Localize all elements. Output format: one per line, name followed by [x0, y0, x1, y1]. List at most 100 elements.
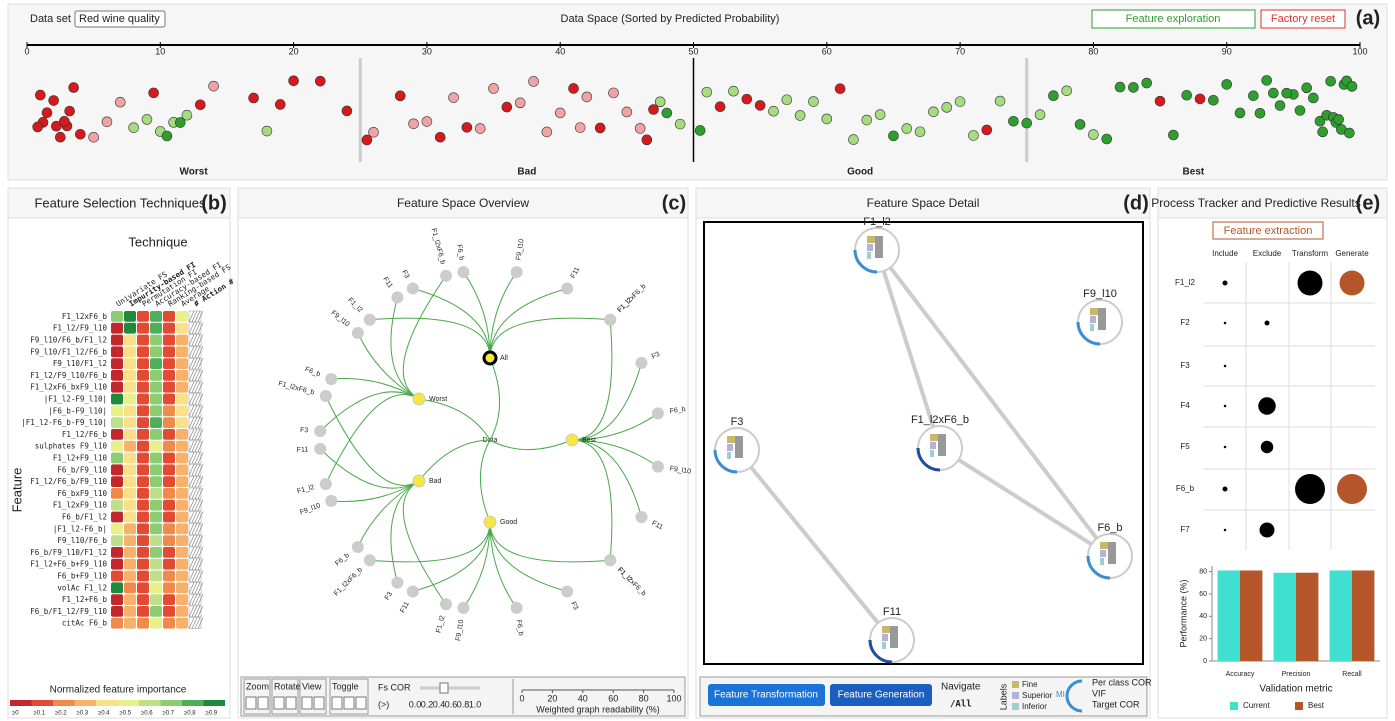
- control-button[interactable]: [343, 696, 355, 710]
- heatmap-cell: [163, 523, 175, 535]
- data-point: [514, 97, 526, 109]
- data-point: [341, 105, 353, 117]
- data-point: [648, 104, 659, 115]
- leaf-node[interactable]: [604, 554, 617, 567]
- leaf-node[interactable]: [325, 494, 338, 507]
- heatmap-cell: [111, 393, 123, 405]
- control-button[interactable]: [257, 696, 269, 710]
- heatmap-cell: [150, 440, 162, 452]
- generate-button-label[interactable]: Feature Generation: [838, 690, 925, 701]
- hatch: [197, 523, 204, 535]
- heatmap-cell: [163, 370, 175, 381]
- heatmap-cell: [163, 452, 175, 464]
- leaf-node[interactable]: [406, 585, 419, 598]
- group-node[interactable]: [483, 515, 497, 529]
- transform-button-label[interactable]: Feature Transformation: [714, 690, 818, 701]
- legend-tick-label: ≥0: [12, 711, 19, 717]
- data-point: [1325, 75, 1336, 87]
- dataset-select[interactable]: [74, 10, 166, 28]
- control-button[interactable]: [355, 696, 367, 710]
- heatmap-cell: [150, 393, 162, 405]
- leaf-node[interactable]: [325, 373, 338, 386]
- heatmap-cell: [150, 617, 162, 629]
- control-button[interactable]: [273, 696, 285, 710]
- leaf-node[interactable]: [510, 266, 523, 279]
- leaf-node[interactable]: [319, 477, 332, 490]
- leaf-node[interactable]: [604, 313, 617, 326]
- hatch: [188, 558, 195, 570]
- region-label: Best: [1183, 167, 1205, 178]
- data-point: [421, 116, 433, 127]
- reset-button[interactable]: [1260, 9, 1346, 29]
- leaf-node[interactable]: [561, 585, 574, 598]
- tree-branch: [357, 332, 420, 400]
- legend-tick-label: ≥0.1: [34, 711, 46, 717]
- control-button[interactable]: [331, 696, 343, 710]
- leaf-node[interactable]: [651, 407, 664, 420]
- leaf-node[interactable]: [363, 554, 376, 567]
- generate-button[interactable]: [830, 684, 932, 706]
- hatch: [197, 358, 204, 370]
- heatmap-cell: [176, 606, 188, 617]
- reset-button-label[interactable]: Factory reset: [1271, 13, 1335, 25]
- node-label: F9_l10: [1083, 288, 1117, 300]
- row-label: F1_l2xF6_bxF9_l10: [30, 383, 107, 392]
- leaf-node[interactable]: [391, 576, 404, 589]
- leaf-node[interactable]: [363, 313, 376, 326]
- extraction-button[interactable]: [1212, 221, 1324, 240]
- leaf-node[interactable]: [561, 282, 574, 295]
- group-node[interactable]: [412, 392, 426, 406]
- hatch: [188, 452, 195, 464]
- tracker-dot: [1222, 486, 1228, 492]
- leaf-node[interactable]: [635, 511, 648, 524]
- row-label: F6_b/F9_l10/F1_l2: [30, 548, 107, 557]
- heatmap-cell: [176, 452, 188, 464]
- extraction-button-label[interactable]: Feature extraction: [1224, 225, 1313, 237]
- leaf-node[interactable]: [351, 327, 364, 340]
- explore-button-label[interactable]: Feature exploration: [1126, 13, 1221, 25]
- group-node[interactable]: [565, 433, 579, 447]
- node-bar: [1098, 308, 1106, 330]
- cor-slider-handle[interactable]: [439, 682, 449, 694]
- leaf-node[interactable]: [314, 442, 327, 455]
- transform-button[interactable]: [708, 684, 825, 706]
- hatch: [191, 487, 198, 499]
- hatch: [188, 440, 195, 452]
- leaf-node[interactable]: [510, 601, 523, 614]
- leaf-label: F9_l10: [515, 239, 525, 261]
- leaf-node[interactable]: [319, 390, 332, 403]
- leaf-node[interactable]: [351, 540, 364, 553]
- control-button[interactable]: [285, 696, 297, 710]
- x-tick-label: 60: [822, 46, 832, 56]
- heatmap-cell: [111, 429, 123, 440]
- data-point: [68, 82, 79, 93]
- leaf-node[interactable]: [440, 269, 453, 282]
- heatmap-cell: [111, 358, 123, 369]
- explore-button[interactable]: [1091, 9, 1256, 29]
- heatmap-cell: [137, 558, 149, 570]
- group-node[interactable]: [482, 350, 498, 366]
- leaf-node[interactable]: [391, 291, 404, 304]
- leaf-node[interactable]: [314, 425, 327, 438]
- leaf-node[interactable]: [651, 460, 664, 473]
- control-button[interactable]: [245, 696, 257, 710]
- leaf-node[interactable]: [457, 266, 470, 279]
- heatmap-cell: [176, 358, 188, 369]
- heatmap-cell: [137, 488, 149, 499]
- data-point: [1128, 82, 1139, 93]
- heatmap-cell: [163, 311, 175, 322]
- leaf-node[interactable]: [440, 598, 453, 611]
- control-button[interactable]: [313, 696, 325, 710]
- node-bar: [882, 634, 888, 641]
- leaf-node[interactable]: [457, 601, 470, 614]
- heatmap-cell: [111, 558, 123, 570]
- dataset-value[interactable]: Red wine quality: [79, 13, 160, 25]
- leaf-node[interactable]: [635, 356, 648, 369]
- group-node[interactable]: [412, 474, 426, 488]
- hatch: [188, 511, 195, 523]
- heatmap-cell: [163, 381, 175, 393]
- control-button[interactable]: [301, 696, 313, 710]
- hatch: [194, 381, 201, 393]
- heatmap-cell: [176, 417, 188, 428]
- leaf-node[interactable]: [406, 282, 419, 295]
